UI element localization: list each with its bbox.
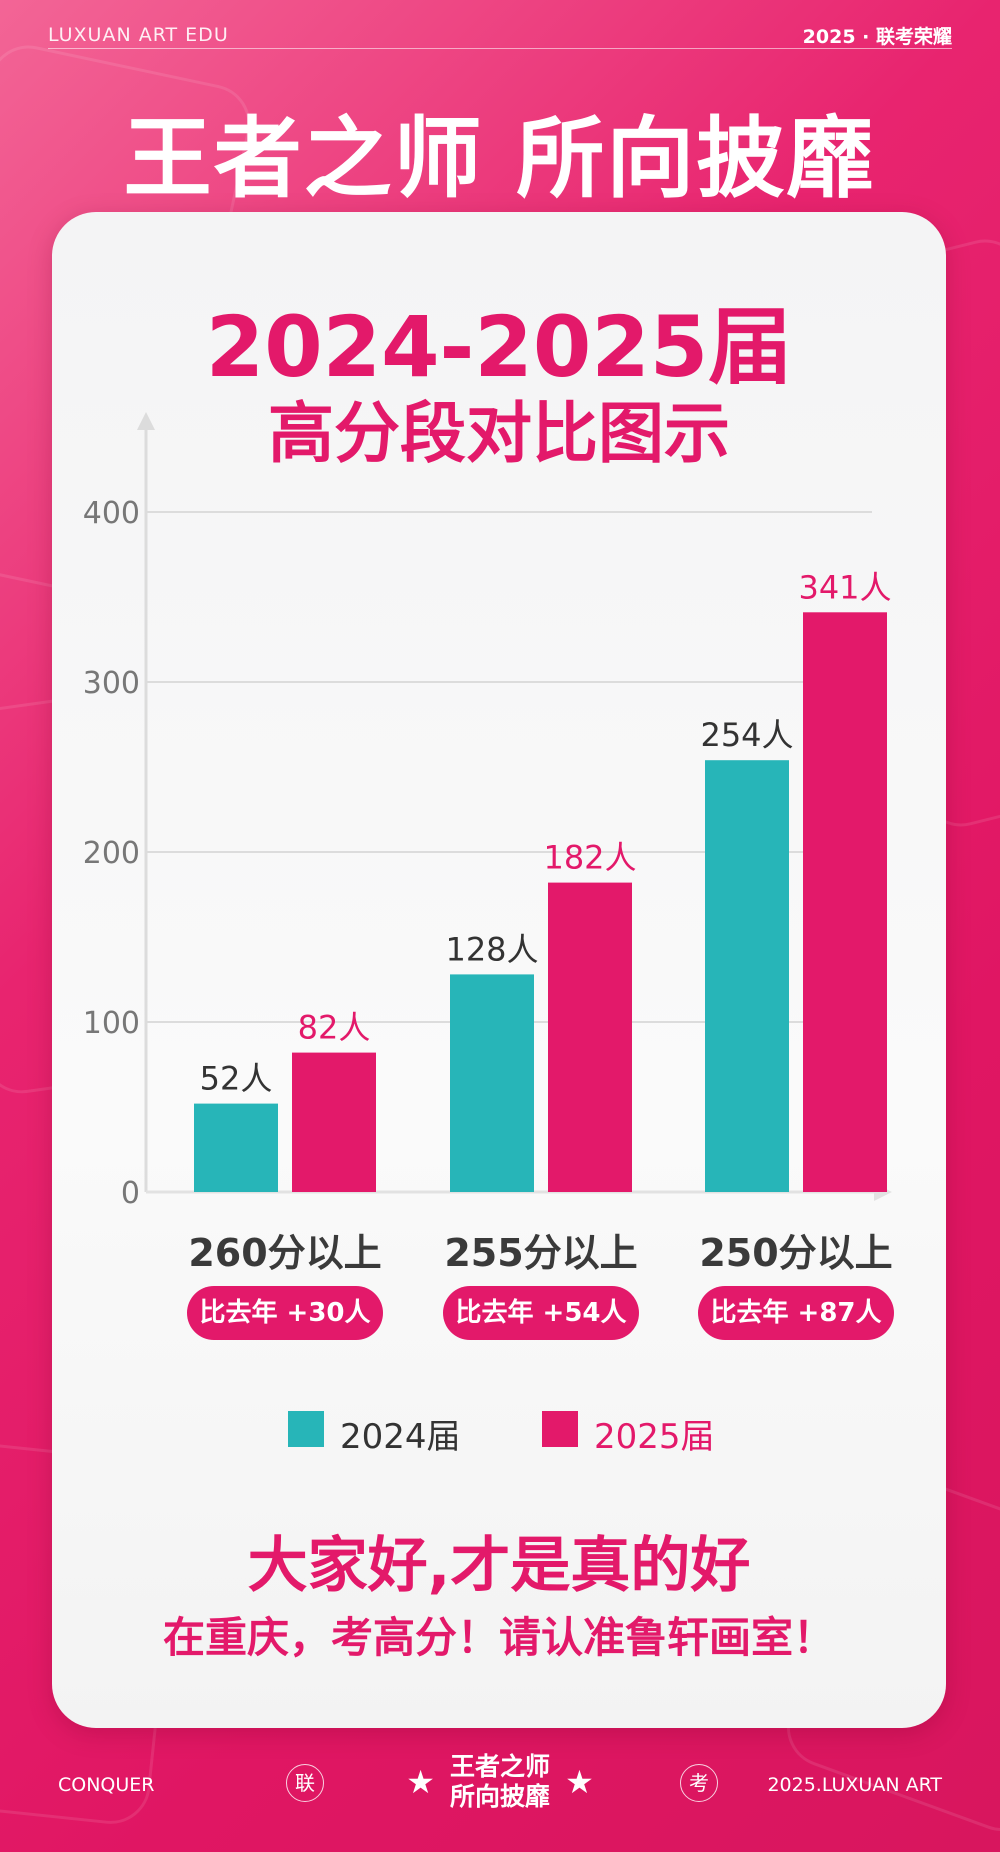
y-tick-label: 200 bbox=[83, 836, 140, 871]
legend-swatch bbox=[288, 1411, 324, 1447]
data-label: 254人 bbox=[700, 716, 793, 754]
brand-text: LUXUAN ART EDU bbox=[48, 24, 229, 46]
headline: 王者之师 所向披靡 bbox=[123, 107, 877, 210]
footer: CONQUER 联 ★ 王者之师 所向披靡 ★ 考 2025.LUXUAN AR… bbox=[0, 1752, 1000, 1822]
legend-swatch bbox=[542, 1411, 578, 1447]
increase-pill: 比去年 +54人 bbox=[443, 1286, 639, 1340]
bar-2024 bbox=[450, 974, 534, 1192]
footer-center-line2: 所向披靡 bbox=[449, 1782, 550, 1811]
chart-title-line2: 高分段对比图示 bbox=[268, 395, 730, 472]
y-tick-label: 400 bbox=[83, 496, 140, 531]
bar-2024 bbox=[705, 760, 789, 1192]
increase-pill: 比去年 +87人 bbox=[698, 1286, 894, 1340]
data-label: 341人 bbox=[798, 568, 891, 606]
legend-label: 2025届 bbox=[594, 1417, 715, 1457]
data-label: 128人 bbox=[445, 930, 538, 968]
category-label: 260分以上 bbox=[188, 1231, 382, 1275]
data-label: 52人 bbox=[200, 1060, 273, 1098]
footer-center-text: 王者之师 所向披靡 bbox=[450, 1752, 550, 1812]
y-tick-label: 300 bbox=[83, 666, 140, 701]
chart-title-line1: 2024-2025届 bbox=[205, 298, 793, 396]
y-tick-label: 0 bbox=[121, 1176, 140, 1211]
bar-2025 bbox=[803, 612, 887, 1192]
footer-center-mark: ★ 王者之师 所向披靡 ★ bbox=[0, 1752, 1000, 1812]
footer-center-line1: 王者之师 bbox=[449, 1752, 550, 1781]
year-badge-text: 2025 · 联考荣耀 bbox=[802, 26, 952, 48]
chart-legend: 2024届 2025届 bbox=[52, 1407, 946, 1457]
bar-2024 bbox=[194, 1103, 278, 1192]
increase-pill: 比去年 +30人 bbox=[187, 1286, 383, 1340]
y-axis-arrow-icon bbox=[137, 412, 155, 430]
footer-circle-kao: 考 bbox=[680, 1764, 718, 1802]
footer-right-text: 2025.LUXUAN ART bbox=[767, 1774, 942, 1796]
data-label: 82人 bbox=[298, 1009, 371, 1047]
y-tick-label: 100 bbox=[83, 1006, 140, 1041]
star-icon: ★ bbox=[565, 1763, 594, 1801]
bar-chart: 0 100 200 300 400 52人 82人 128人 182人 254人 341人 bbox=[83, 412, 892, 1211]
bar-2025 bbox=[292, 1052, 376, 1192]
legend-label: 2024届 bbox=[340, 1417, 461, 1457]
bar-2025 bbox=[548, 882, 632, 1192]
top-bar: LUXUAN ART EDU 2025 · 联考荣耀 bbox=[48, 22, 952, 49]
slogan-line1: 大家好,才是真的好 bbox=[247, 1531, 751, 1601]
category-label: 255分以上 bbox=[444, 1231, 638, 1275]
footer-left-text: CONQUER bbox=[58, 1774, 155, 1796]
slogan-line2: 在重庆，考高分！请认准鲁轩画室！ bbox=[162, 1613, 835, 1662]
category-label: 250分以上 bbox=[699, 1231, 893, 1275]
data-label: 182人 bbox=[543, 839, 636, 877]
footer-circle-lian: 联 bbox=[286, 1764, 324, 1802]
chart-card: 2024-2025届 高分段对比图示 0 100 200 300 400 52人 82人 12… bbox=[52, 212, 946, 1728]
star-icon: ★ bbox=[406, 1763, 435, 1801]
